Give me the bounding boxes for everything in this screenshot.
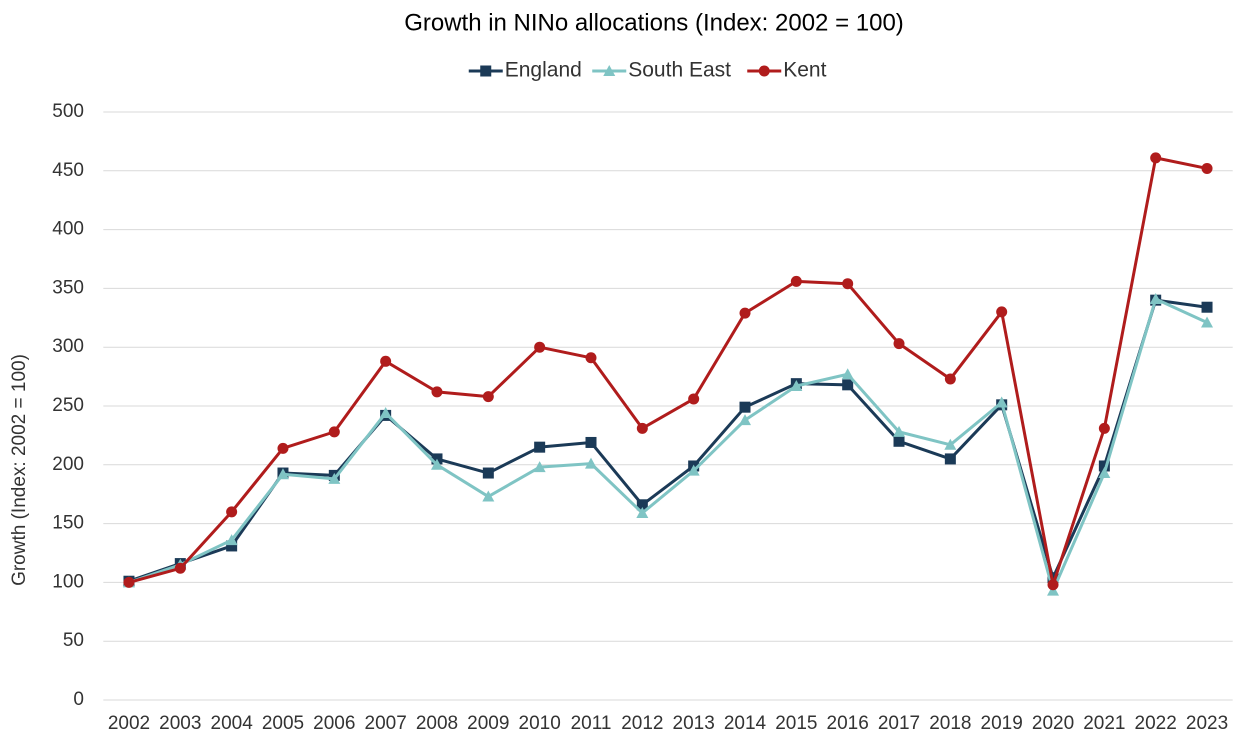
x-tick-label: 2002 — [108, 713, 150, 734]
marker — [636, 422, 648, 434]
x-tick-label: 2018 — [929, 713, 971, 734]
marker — [277, 442, 289, 454]
x-tick-label: 2007 — [365, 713, 407, 734]
x-tick-label: 2016 — [827, 713, 869, 734]
marker — [482, 490, 495, 502]
x-tick-label: 2003 — [159, 713, 201, 734]
marker — [944, 453, 956, 465]
marker — [534, 441, 546, 453]
marker — [430, 458, 443, 470]
marker — [1098, 422, 1110, 434]
marker — [688, 393, 700, 405]
legend-marker — [480, 65, 492, 77]
x-tick-label: 2022 — [1135, 713, 1177, 734]
legend-label: England — [505, 59, 582, 82]
marker — [1098, 460, 1110, 472]
marker — [380, 355, 392, 367]
x-tick-label: 2010 — [519, 713, 561, 734]
x-tick-label: 2023 — [1186, 713, 1228, 734]
x-tick-label: 2014 — [724, 713, 767, 734]
marker — [1149, 292, 1162, 304]
marker — [1098, 467, 1111, 479]
marker — [636, 507, 649, 519]
legend-marker — [603, 65, 616, 76]
marker — [328, 426, 340, 438]
series-line — [128, 156, 1208, 587]
y-tick-label: 50 — [63, 630, 84, 651]
y-tick-label: 250 — [52, 395, 84, 416]
y-tick-label: 150 — [52, 513, 84, 534]
x-tick-label: 2017 — [878, 713, 920, 734]
y-tick-label: 300 — [52, 336, 84, 357]
marker — [533, 461, 546, 473]
legend-marker — [758, 65, 770, 77]
marker — [225, 534, 238, 546]
marker — [431, 386, 443, 398]
x-tick-label: 2021 — [1083, 713, 1125, 734]
marker — [328, 472, 341, 484]
x-tick-label: 2015 — [775, 713, 817, 734]
marker — [226, 540, 238, 552]
x-tick-label: 2013 — [673, 713, 715, 734]
y-tick-label: 500 — [52, 101, 84, 122]
x-tick-label: 2009 — [467, 713, 509, 734]
marker — [842, 379, 854, 391]
marker — [790, 275, 802, 287]
marker — [1201, 316, 1214, 328]
marker — [944, 373, 956, 385]
marker — [893, 338, 905, 350]
chart-title: Growth in NINo allocations (Index: 2002 … — [404, 9, 904, 36]
marker — [687, 464, 700, 476]
x-tick-label: 2008 — [416, 713, 458, 734]
marker — [482, 391, 494, 403]
marker — [1201, 162, 1213, 174]
marker — [379, 407, 392, 419]
marker — [739, 401, 751, 413]
marker — [790, 380, 803, 392]
x-tick-label: 2011 — [571, 713, 612, 734]
marker — [995, 396, 1008, 408]
x-tick-label: 2019 — [981, 713, 1023, 734]
marker — [123, 576, 135, 588]
y-tick-label: 350 — [52, 277, 84, 298]
legend-label: South East — [628, 59, 731, 82]
x-tick-label: 2005 — [262, 713, 304, 734]
marker — [534, 341, 546, 353]
x-tick-label: 2004 — [211, 713, 254, 734]
marker — [739, 307, 751, 319]
marker — [585, 352, 597, 364]
y-axis-label: Growth (Index: 2002 = 100) — [9, 354, 30, 586]
legend-label: Kent — [783, 59, 826, 82]
marker — [893, 425, 906, 437]
marker — [996, 306, 1008, 318]
marker — [584, 457, 597, 469]
marker — [739, 414, 752, 426]
y-tick-label: 450 — [52, 160, 84, 181]
marker — [1201, 301, 1213, 313]
marker — [893, 435, 905, 447]
marker — [585, 436, 597, 448]
marker — [841, 368, 854, 380]
marker — [174, 562, 186, 574]
marker — [1047, 579, 1059, 591]
x-tick-label: 2020 — [1032, 713, 1074, 734]
marker — [842, 278, 854, 290]
y-tick-label: 0 — [73, 689, 84, 710]
marker — [482, 467, 494, 479]
marker — [944, 438, 957, 450]
x-tick-label: 2012 — [621, 713, 663, 734]
y-tick-label: 200 — [52, 454, 84, 475]
marker — [276, 468, 289, 480]
marker — [226, 506, 238, 518]
y-tick-label: 100 — [52, 571, 84, 592]
x-tick-label: 2006 — [313, 713, 355, 734]
marker — [636, 499, 648, 511]
series-line — [128, 297, 1208, 593]
y-tick-label: 400 — [52, 219, 84, 240]
marker — [1150, 152, 1162, 164]
